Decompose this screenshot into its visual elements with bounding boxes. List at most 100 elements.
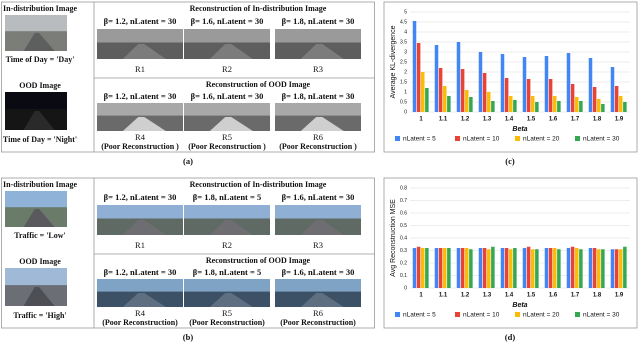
image-caption: Traffic = 'Low' bbox=[14, 231, 66, 240]
image-caption: Time of Day = 'Day' bbox=[6, 55, 75, 64]
photo-road bbox=[122, 293, 166, 307]
photo-road bbox=[300, 220, 344, 235]
bar bbox=[579, 249, 583, 288]
y-tick-label: 2.5 bbox=[400, 59, 407, 65]
bar bbox=[566, 248, 571, 288]
panel-caption: (c) bbox=[505, 156, 515, 166]
bar bbox=[465, 248, 469, 288]
recon-label: R2 bbox=[222, 64, 232, 74]
panel-border bbox=[1, 1, 375, 153]
legend-swatch bbox=[575, 312, 580, 317]
legend-swatch bbox=[395, 136, 400, 141]
bar bbox=[500, 54, 505, 112]
bar bbox=[438, 68, 443, 112]
bar bbox=[553, 96, 557, 112]
bar bbox=[443, 86, 447, 112]
y-tick-label: 4 bbox=[404, 29, 407, 35]
image-title: In-distribution Image bbox=[3, 4, 77, 13]
bar bbox=[434, 248, 439, 288]
photo-road bbox=[23, 209, 55, 227]
bar bbox=[500, 248, 505, 288]
y-tick-label: 3.5 bbox=[400, 39, 407, 45]
recon-note: (Poor Reconstruction ) bbox=[279, 142, 357, 151]
y-tick-label: 3 bbox=[404, 49, 407, 55]
legend-swatch bbox=[395, 312, 400, 317]
photo-sky bbox=[5, 15, 67, 32]
legend-label: nLatent = 5 bbox=[403, 312, 436, 319]
beta-setting: β= 1.6, nLatent = 30 bbox=[191, 91, 264, 101]
bar bbox=[513, 248, 517, 288]
y-tick-label: 1.5 bbox=[400, 79, 407, 85]
x-tick-label: 1.9 bbox=[615, 117, 624, 123]
y-tick-label: 0 bbox=[404, 285, 407, 291]
bar bbox=[478, 52, 483, 112]
x-tick-label: 1.9 bbox=[615, 293, 624, 299]
bar bbox=[522, 57, 527, 112]
bar bbox=[487, 249, 491, 288]
y-tick-label: 5 bbox=[404, 9, 407, 15]
legend-swatch bbox=[515, 136, 520, 141]
y-tick-label: 0.4 bbox=[400, 235, 407, 241]
bar bbox=[601, 104, 605, 112]
y-tick-label: 0.5 bbox=[400, 223, 407, 229]
bar bbox=[438, 248, 443, 288]
bar bbox=[509, 249, 513, 288]
bar bbox=[460, 248, 465, 288]
y-tick-label: 0 bbox=[404, 109, 407, 115]
photo-sky bbox=[97, 279, 183, 292]
bar bbox=[465, 90, 469, 112]
bar bbox=[460, 69, 465, 112]
bar bbox=[425, 88, 429, 112]
x-tick-label: 1.4 bbox=[505, 117, 514, 123]
bar bbox=[588, 248, 593, 288]
x-tick-label: 1.2 bbox=[461, 117, 470, 123]
bar bbox=[619, 96, 623, 112]
y-tick-label: 2 bbox=[404, 69, 407, 75]
photo-road bbox=[23, 33, 55, 51]
bar bbox=[469, 97, 473, 112]
bar bbox=[482, 248, 487, 288]
y-axis-label: Avg Reconstruction MSE bbox=[390, 199, 397, 277]
bar bbox=[421, 248, 425, 288]
bar bbox=[544, 56, 549, 112]
y-tick-label: 0.5 bbox=[400, 99, 407, 105]
bar bbox=[526, 79, 531, 112]
bar bbox=[623, 246, 627, 288]
photo-road bbox=[122, 44, 166, 59]
bar bbox=[588, 58, 593, 112]
bar bbox=[544, 248, 549, 288]
legend-label: nLatent = 30 bbox=[583, 136, 620, 143]
bar bbox=[447, 96, 451, 112]
bar bbox=[412, 248, 417, 288]
photo-road bbox=[122, 117, 166, 131]
bar bbox=[575, 248, 579, 288]
x-tick-label: 1.8 bbox=[593, 117, 602, 123]
bar bbox=[579, 101, 583, 112]
bar bbox=[509, 96, 513, 112]
bar bbox=[478, 248, 483, 288]
recon-note: (Poor Reconstruction) bbox=[102, 318, 178, 327]
section-heading: Reconstruction of In-distribution Image bbox=[190, 4, 327, 13]
recon-label: R6 bbox=[313, 308, 323, 318]
legend-label: nLatent = 20 bbox=[523, 312, 560, 319]
photo-sky bbox=[97, 103, 183, 116]
section-heading: Reconstruction of OOD Image bbox=[206, 256, 311, 265]
y-tick-label: 0.3 bbox=[400, 248, 407, 254]
photo-sky bbox=[97, 205, 183, 219]
y-tick-label: 4.5 bbox=[400, 19, 407, 25]
photo-sky bbox=[97, 29, 183, 43]
recon-label: R3 bbox=[313, 240, 323, 250]
x-tick-label: 1.5 bbox=[527, 117, 536, 123]
recon-label: R3 bbox=[313, 64, 323, 74]
y-tick-label: 0.6 bbox=[400, 210, 407, 216]
recon-label: R1 bbox=[135, 64, 145, 74]
photo-sky bbox=[275, 29, 361, 43]
bar bbox=[535, 249, 539, 288]
recon-label: R2 bbox=[222, 240, 232, 250]
recon-label: R1 bbox=[135, 240, 145, 250]
bar bbox=[447, 248, 451, 288]
photo-sky bbox=[5, 268, 67, 286]
photo-road bbox=[23, 287, 55, 306]
bar bbox=[566, 53, 571, 112]
